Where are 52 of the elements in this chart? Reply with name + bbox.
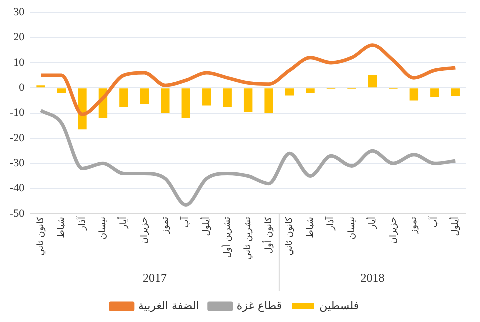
y-tick-label: -10 (10, 107, 26, 120)
bar (57, 88, 66, 94)
x-tick-label: كانون ثاني (285, 216, 296, 256)
y-tick-label: 10 (14, 56, 26, 69)
x-tick-label: تشرين ثاني (244, 216, 254, 260)
bar (161, 88, 170, 114)
y-tick-label: -30 (10, 158, 26, 170)
bar (368, 76, 378, 88)
y-tick-label: -20 (10, 132, 26, 144)
x-tick-label: نيسان (347, 217, 358, 240)
x-tick-label: أيار (117, 217, 130, 230)
bar (223, 88, 232, 108)
x-tick-label: شباط (57, 217, 68, 238)
bar (120, 88, 128, 108)
x-tick-label: حزيران (140, 217, 150, 244)
bar (451, 88, 460, 96)
y-tick-label: -40 (10, 182, 26, 195)
x-tick-label: آذار (324, 216, 337, 232)
line-series (39, 109, 458, 207)
text: 2017 (143, 271, 168, 286)
bar (285, 88, 294, 96)
bar (430, 88, 440, 98)
legend-label: الضفة الغربية (138, 299, 200, 312)
x-tick-label: أيلول (200, 217, 212, 236)
bar (244, 88, 253, 112)
bar (202, 88, 212, 106)
x-tick-label: أيار (366, 217, 378, 230)
line-series (39, 44, 458, 116)
x-tick-label: نيسان (98, 217, 109, 240)
bar (306, 88, 315, 94)
text: 2018 (360, 271, 385, 286)
x-tick-label: تشرين أول (220, 216, 233, 258)
x-tick-label: تموز (410, 216, 420, 235)
y-tick-label: 20 (14, 32, 26, 44)
bar (410, 88, 419, 101)
x-tick-label: أيلول (448, 217, 461, 236)
bar (264, 88, 274, 114)
x-tick-label: حزيران (388, 217, 399, 244)
legend-label: قطاع غزة (236, 299, 282, 312)
x-tick-label: آب (179, 216, 192, 228)
legend-label: فلسطين (320, 299, 360, 312)
bar (140, 88, 150, 105)
x-tick-label: آذار (76, 216, 88, 232)
y-tick-label: 30 (14, 6, 26, 18)
x-tick-label: كانون أول (262, 216, 274, 254)
y-tick-label: 0 (19, 82, 26, 94)
x-tick-label: شباط (306, 217, 316, 238)
x-tick-label: آب (428, 216, 440, 228)
x-tick-label: تموز (160, 216, 171, 235)
x-tick-label: كانون ثاني (36, 216, 46, 256)
y-tick-label: -50 (10, 208, 26, 220)
bar (182, 88, 190, 118)
